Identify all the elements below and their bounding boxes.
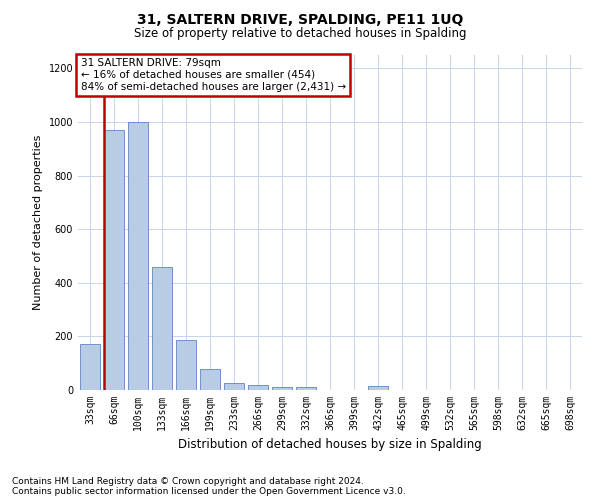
Bar [128, 122, 148, 390]
Bar [80, 344, 100, 390]
Bar [248, 385, 268, 390]
X-axis label: Distribution of detached houses by size in Spalding: Distribution of detached houses by size … [178, 438, 482, 452]
Bar [224, 384, 244, 390]
Text: 31, SALTERN DRIVE, SPALDING, PE11 1UQ: 31, SALTERN DRIVE, SPALDING, PE11 1UQ [137, 12, 463, 26]
Bar [176, 340, 196, 390]
Text: Contains HM Land Registry data © Crown copyright and database right 2024.: Contains HM Land Registry data © Crown c… [12, 477, 364, 486]
Text: 31 SALTERN DRIVE: 79sqm
← 16% of detached houses are smaller (454)
84% of semi-d: 31 SALTERN DRIVE: 79sqm ← 16% of detache… [80, 58, 346, 92]
Bar [104, 130, 124, 390]
Bar [152, 266, 172, 390]
Text: Size of property relative to detached houses in Spalding: Size of property relative to detached ho… [134, 28, 466, 40]
Text: Contains public sector information licensed under the Open Government Licence v3: Contains public sector information licen… [12, 487, 406, 496]
Bar [200, 368, 220, 390]
Bar [272, 387, 292, 390]
Bar [368, 386, 388, 390]
Y-axis label: Number of detached properties: Number of detached properties [33, 135, 43, 310]
Bar [296, 388, 316, 390]
